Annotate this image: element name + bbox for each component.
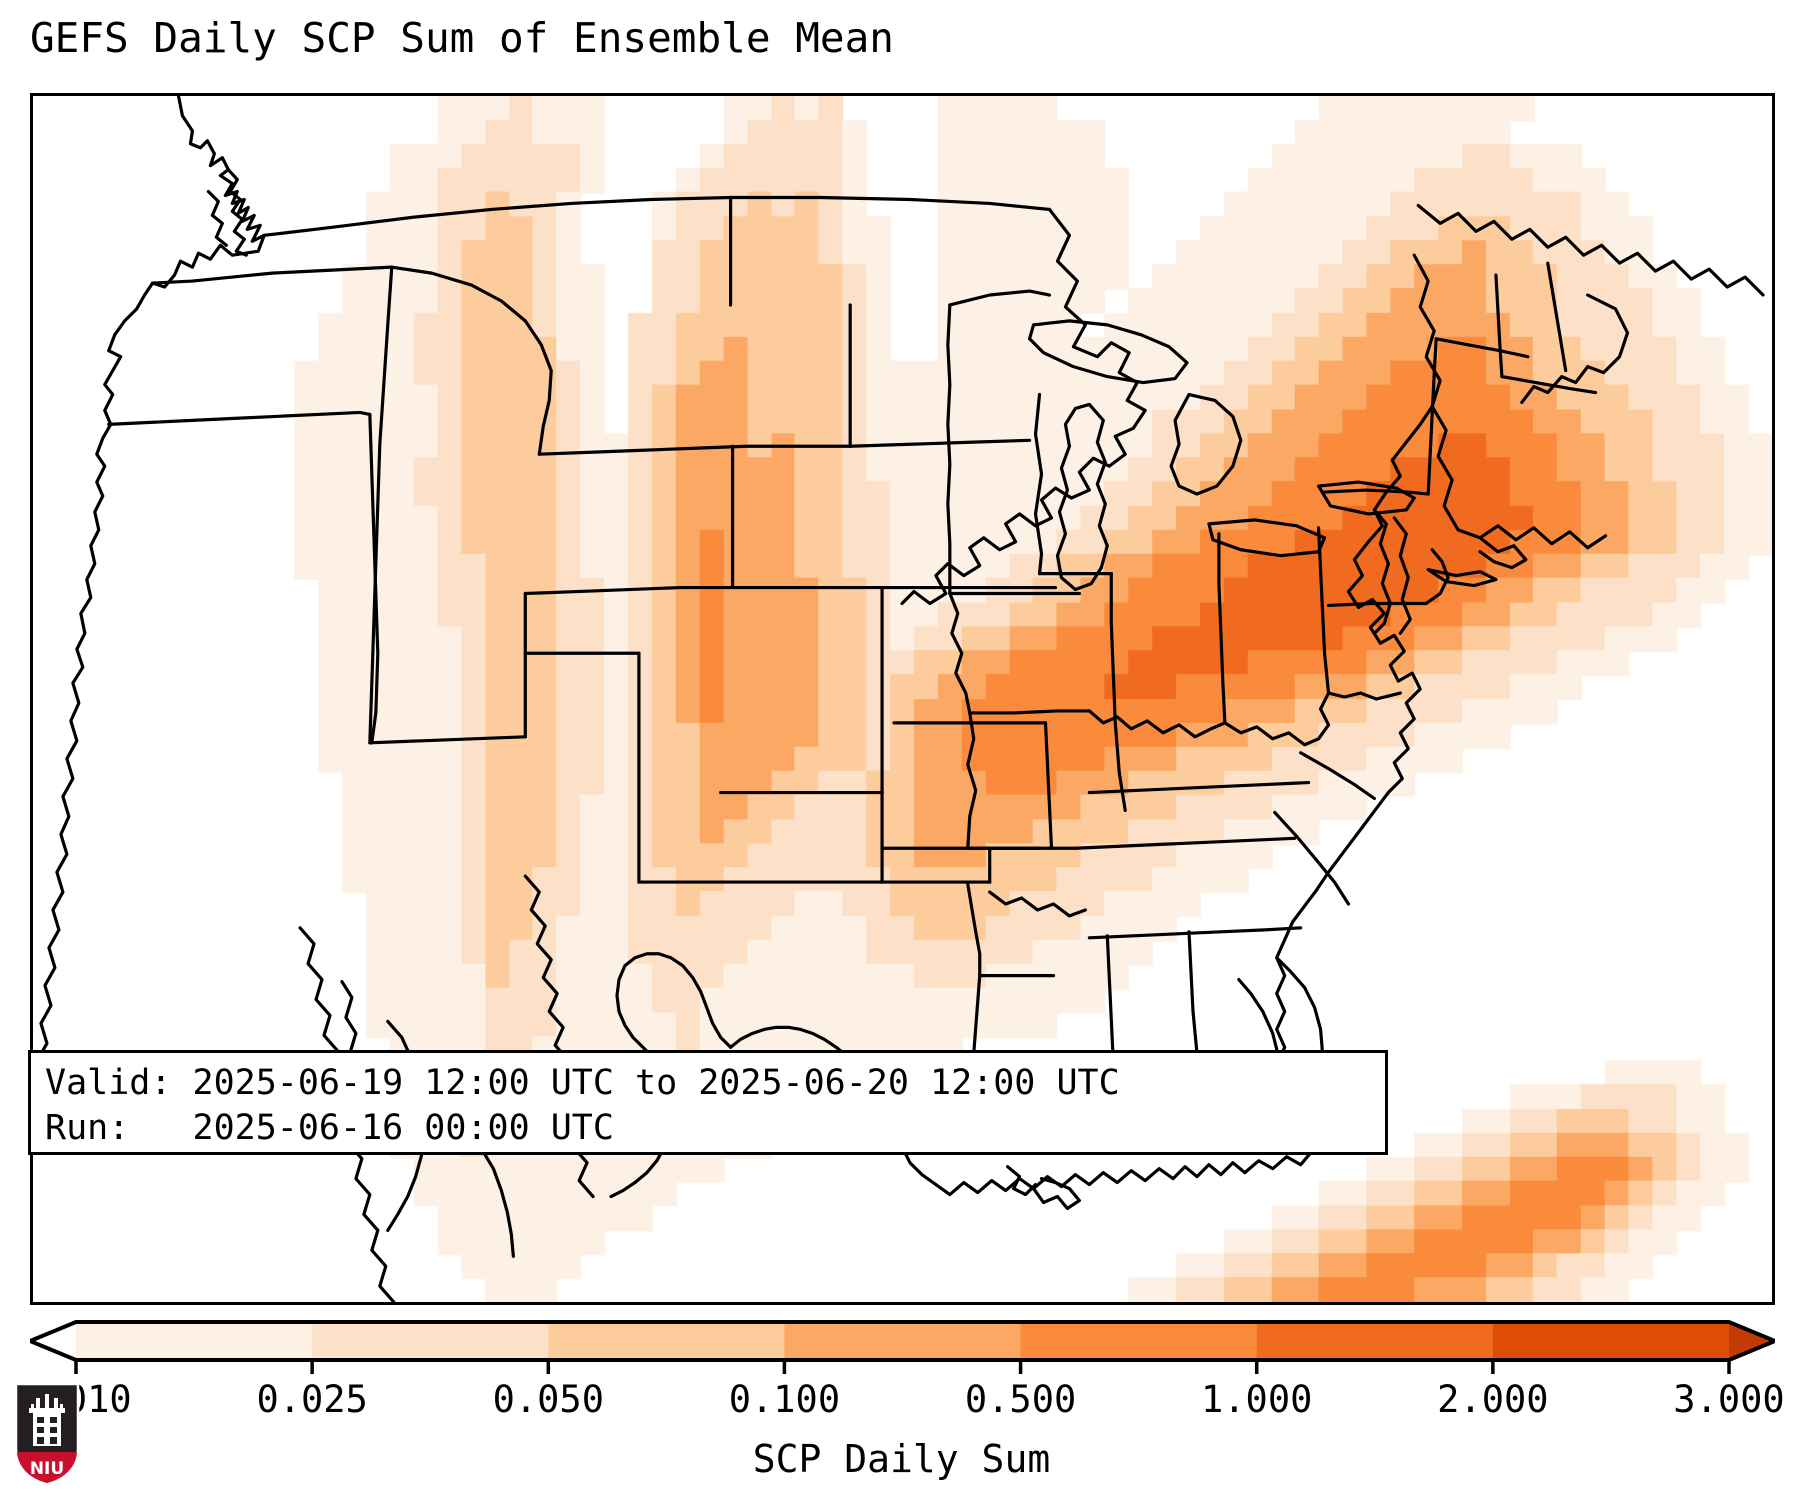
page-title: GEFS Daily SCP Sum of Ensemble Mean bbox=[30, 14, 894, 62]
niu-logo-text: NIU bbox=[30, 1459, 64, 1479]
colorbar-swatches bbox=[30, 1320, 1775, 1374]
colorbar-axis-label: SCP Daily Sum bbox=[752, 1437, 1051, 1481]
colorbar-tick-label: 0.500 bbox=[964, 1378, 1077, 1421]
colorbar-tick-label: 1.000 bbox=[1201, 1378, 1313, 1421]
run-time-text: Run: 2025-06-16 00:00 UTC bbox=[45, 1108, 614, 1148]
colorbar-tick-label: 0.100 bbox=[728, 1378, 841, 1421]
colorbar-tick-label: 0.050 bbox=[492, 1378, 604, 1421]
valid-time-text: Valid: 2025-06-19 12:00 UTC to 2025-06-2… bbox=[45, 1063, 1120, 1103]
colorbar-tick-label: 2.000 bbox=[1437, 1378, 1549, 1421]
shield-red-band bbox=[17, 1452, 77, 1483]
castle-windows bbox=[37, 1417, 57, 1444]
colorbar-tick-label: 3.000 bbox=[1673, 1378, 1785, 1421]
forecast-info-box: Valid: 2025-06-19 12:00 UTC to 2025-06-2… bbox=[28, 1050, 1388, 1155]
colorbar-tick-label: 0.025 bbox=[256, 1378, 368, 1421]
niu-logo: NIU bbox=[14, 1382, 80, 1486]
